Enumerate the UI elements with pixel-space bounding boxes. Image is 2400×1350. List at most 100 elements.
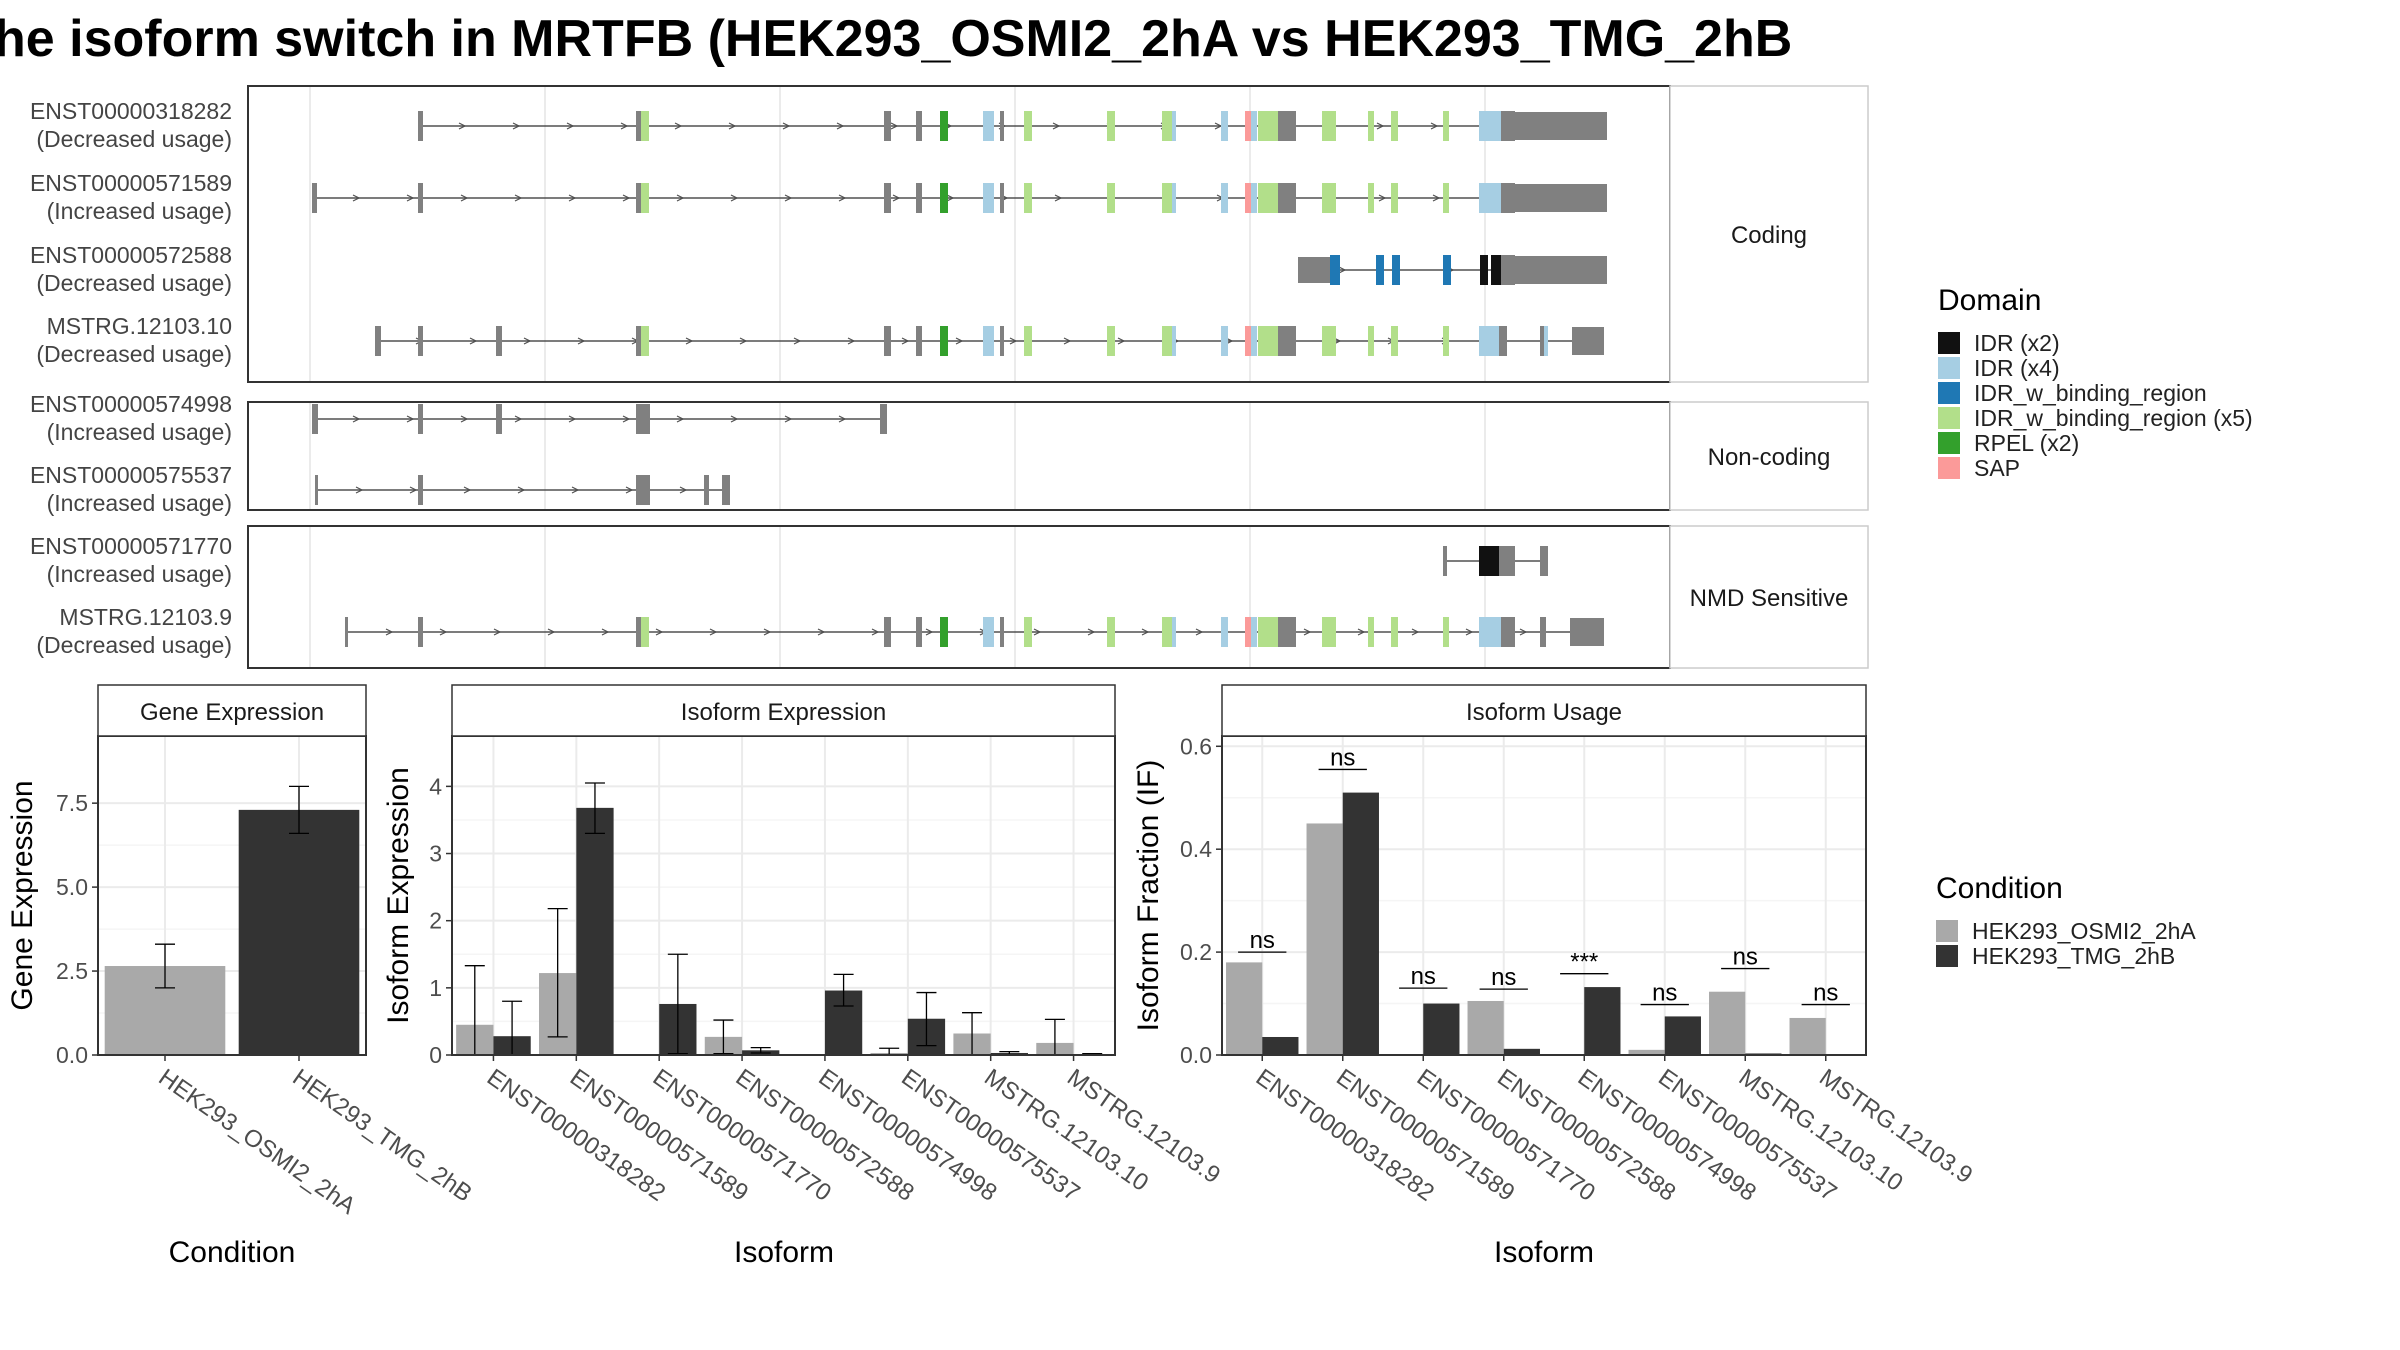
exon-block xyxy=(1540,617,1546,647)
strand-arrow xyxy=(568,194,577,202)
facet-coding: Coding xyxy=(247,85,1869,383)
strand-arrow xyxy=(676,194,685,202)
x-axis-label: Isoform xyxy=(1494,1236,1594,1269)
facet-strip-label: Non-coding xyxy=(1708,444,1831,471)
significance-label: ns xyxy=(1813,980,1838,1007)
strand-arrow xyxy=(625,486,634,494)
strand-arrow xyxy=(955,337,964,345)
x-axis-label: Isoform xyxy=(734,1236,834,1269)
y-tick-label: 5.0 xyxy=(56,874,88,900)
exon-block xyxy=(916,617,922,647)
facet-panel-border xyxy=(247,401,1671,511)
exon-block xyxy=(1480,255,1488,285)
exon-block xyxy=(1515,184,1607,212)
x-axis-label: Condition xyxy=(169,1236,296,1269)
exon-block xyxy=(636,183,641,213)
exon-block xyxy=(636,475,650,505)
exon-block xyxy=(1491,111,1501,141)
strand-arrow xyxy=(1087,628,1096,636)
exon-block xyxy=(1540,326,1544,356)
chart-panel-isoform-expression: ENST00000318282ENST00000571589ENST000005… xyxy=(382,684,1225,1269)
exon-block xyxy=(1443,255,1451,285)
transcript-track xyxy=(418,111,1607,141)
transcript-usage-label: (Increased usage) xyxy=(47,419,232,445)
exon-block xyxy=(916,326,922,356)
exon-block xyxy=(1221,617,1228,647)
exon-block xyxy=(1491,183,1501,213)
transcript-track xyxy=(345,617,1604,647)
exon-block xyxy=(1265,111,1269,141)
exon-block xyxy=(983,326,994,356)
exon-block xyxy=(418,404,423,434)
exon-block xyxy=(1322,111,1336,141)
exon-block xyxy=(1221,183,1228,213)
strand-arrow xyxy=(460,194,469,202)
exon-block xyxy=(1251,326,1257,356)
exon-block xyxy=(1107,617,1115,647)
y-tick-label: 7.5 xyxy=(56,790,88,816)
exon-block xyxy=(636,617,641,647)
strand-arrow xyxy=(838,415,847,423)
strand-arrow xyxy=(406,194,415,202)
exon-block xyxy=(1278,617,1296,647)
exon-block xyxy=(1107,183,1115,213)
exon-block xyxy=(1499,326,1507,356)
y-tick-label: 0.2 xyxy=(1180,939,1212,965)
exon-block xyxy=(1024,183,1032,213)
exon-block xyxy=(1172,326,1176,356)
strand-arrow xyxy=(892,194,901,202)
domain-legend-key xyxy=(1938,382,1960,404)
exon-block xyxy=(496,326,502,356)
strand-arrow xyxy=(1052,122,1061,130)
facet-strip-label: Coding xyxy=(1731,222,1807,249)
exon-block xyxy=(1298,257,1330,283)
facet-strip xyxy=(1669,85,1869,383)
exon-block xyxy=(1162,326,1174,356)
significance-label: ns xyxy=(1250,927,1275,954)
strand-arrow xyxy=(409,486,418,494)
domain-legend-title: Domain xyxy=(1938,284,2041,317)
exon-block xyxy=(916,111,922,141)
strand-arrow xyxy=(1432,194,1441,202)
strand-arrow xyxy=(679,486,688,494)
exon-block xyxy=(884,617,891,647)
exon-block xyxy=(1322,326,1336,356)
panel-strip xyxy=(1221,684,1867,737)
transcript-id-label: ENST00000574998 xyxy=(30,391,232,417)
transcript-usage-label: (Increased usage) xyxy=(47,198,232,224)
exon-block xyxy=(345,617,348,647)
y-tick-label: 0.4 xyxy=(1180,836,1212,862)
exon-block xyxy=(1572,327,1604,355)
transcript-id-label: ENST00000572588 xyxy=(30,242,232,268)
exon-block xyxy=(884,326,891,356)
bar xyxy=(238,809,360,1055)
exon-block xyxy=(1515,112,1607,140)
strand-arrow xyxy=(709,628,718,636)
exon-block xyxy=(1251,111,1257,141)
strand-arrow xyxy=(782,122,791,130)
strand-arrow xyxy=(601,628,610,636)
strand-arrow xyxy=(655,628,664,636)
exon-block xyxy=(1391,183,1398,213)
strand-arrow xyxy=(512,122,521,130)
strand-arrow xyxy=(1338,266,1347,274)
exon-block xyxy=(1499,546,1515,576)
strand-arrow xyxy=(890,122,899,130)
exon-block xyxy=(312,183,317,213)
exon-block xyxy=(1491,546,1499,576)
strand-arrow xyxy=(1465,628,1474,636)
strand-arrow xyxy=(523,337,532,345)
exon-block xyxy=(1368,183,1374,213)
y-tick-label: 0 xyxy=(429,1042,442,1068)
strand-arrow xyxy=(1378,194,1387,202)
exon-block xyxy=(1391,617,1398,647)
exon-block xyxy=(1540,546,1548,576)
exon-block xyxy=(636,111,641,141)
strand-arrow xyxy=(1357,628,1366,636)
strand-arrow xyxy=(622,415,631,423)
exon-block xyxy=(1443,326,1449,356)
exon-block xyxy=(983,617,994,647)
significance-label: ns xyxy=(1652,980,1677,1007)
